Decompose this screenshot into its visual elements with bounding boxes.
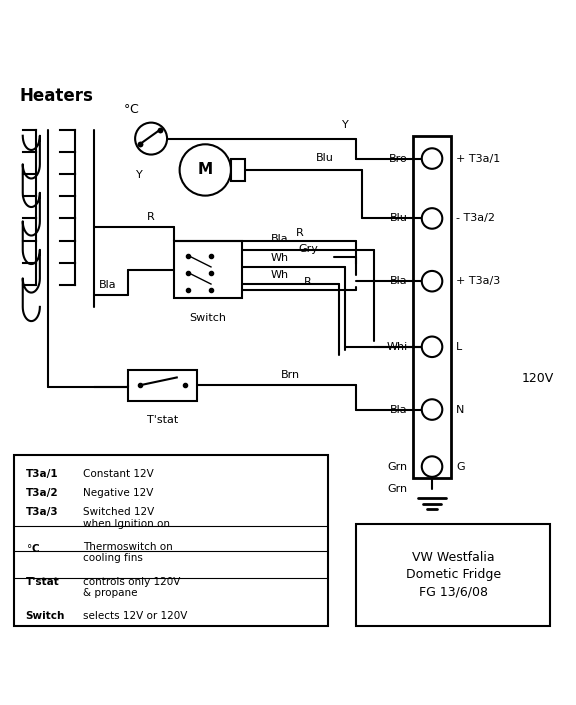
Text: T'stat: T'stat <box>25 577 59 587</box>
Circle shape <box>422 271 442 291</box>
Text: Brn: Brn <box>281 369 301 379</box>
Text: T3a/3: T3a/3 <box>25 507 58 517</box>
Bar <box>128 369 197 401</box>
Text: Y: Y <box>342 120 348 130</box>
Circle shape <box>422 456 442 477</box>
Text: Constant 12V: Constant 12V <box>82 470 153 479</box>
Text: Switch: Switch <box>25 611 65 622</box>
Text: Grn: Grn <box>388 462 408 472</box>
Text: VW Westfalia: VW Westfalia <box>412 551 495 565</box>
Text: T3a/2: T3a/2 <box>25 489 58 498</box>
Text: Y: Y <box>137 170 143 180</box>
Circle shape <box>422 208 442 228</box>
Text: Heaters: Heaters <box>20 87 94 105</box>
Text: Wh: Wh <box>270 270 289 280</box>
Text: Grn: Grn <box>388 484 408 494</box>
Text: R: R <box>304 277 312 287</box>
Bar <box>357 524 551 626</box>
Text: Blu: Blu <box>316 153 334 163</box>
Text: Thermoswitch on
cooling fins: Thermoswitch on cooling fins <box>82 542 172 563</box>
Text: T'stat: T'stat <box>147 415 178 425</box>
Text: + T3a/1: + T3a/1 <box>456 154 501 164</box>
Text: FG 13/6/08: FG 13/6/08 <box>419 586 488 599</box>
Bar <box>414 136 450 478</box>
Text: T3a/1: T3a/1 <box>25 470 58 479</box>
Text: Bla: Bla <box>390 276 408 286</box>
Text: Bro: Bro <box>389 154 408 164</box>
Text: $\degree$C: $\degree$C <box>123 103 139 116</box>
Text: - T3a/2: - T3a/2 <box>456 214 495 223</box>
Text: controls only 120V
& propane: controls only 120V & propane <box>82 577 180 599</box>
Text: M: M <box>198 162 213 178</box>
Text: Dometic Fridge: Dometic Fridge <box>406 568 501 582</box>
Text: G: G <box>456 462 465 472</box>
Text: Switched 12V
when Ignition on: Switched 12V when Ignition on <box>82 507 170 529</box>
Circle shape <box>422 336 442 357</box>
Text: R: R <box>295 228 304 238</box>
Text: L: L <box>456 342 463 352</box>
Text: + T3a/3: + T3a/3 <box>456 276 501 286</box>
Text: 120V: 120V <box>522 372 554 385</box>
Bar <box>231 159 245 181</box>
Bar <box>14 455 328 626</box>
Text: Bla: Bla <box>390 405 408 415</box>
Circle shape <box>422 148 442 168</box>
Text: Bla: Bla <box>271 234 288 244</box>
Text: R: R <box>147 212 155 223</box>
Text: Blu: Blu <box>390 214 408 223</box>
Text: selects 12V or 120V: selects 12V or 120V <box>82 611 187 622</box>
Text: Bla: Bla <box>99 280 117 290</box>
Text: $\degree$C: $\degree$C <box>25 542 40 554</box>
Circle shape <box>422 399 442 419</box>
Text: Negative 12V: Negative 12V <box>82 489 153 498</box>
Text: Wh: Wh <box>270 253 289 263</box>
Text: Switch: Switch <box>190 312 226 323</box>
Text: N: N <box>456 405 465 415</box>
Text: Whi: Whi <box>386 342 408 352</box>
Text: Gry: Gry <box>298 245 318 255</box>
Bar <box>174 241 242 298</box>
